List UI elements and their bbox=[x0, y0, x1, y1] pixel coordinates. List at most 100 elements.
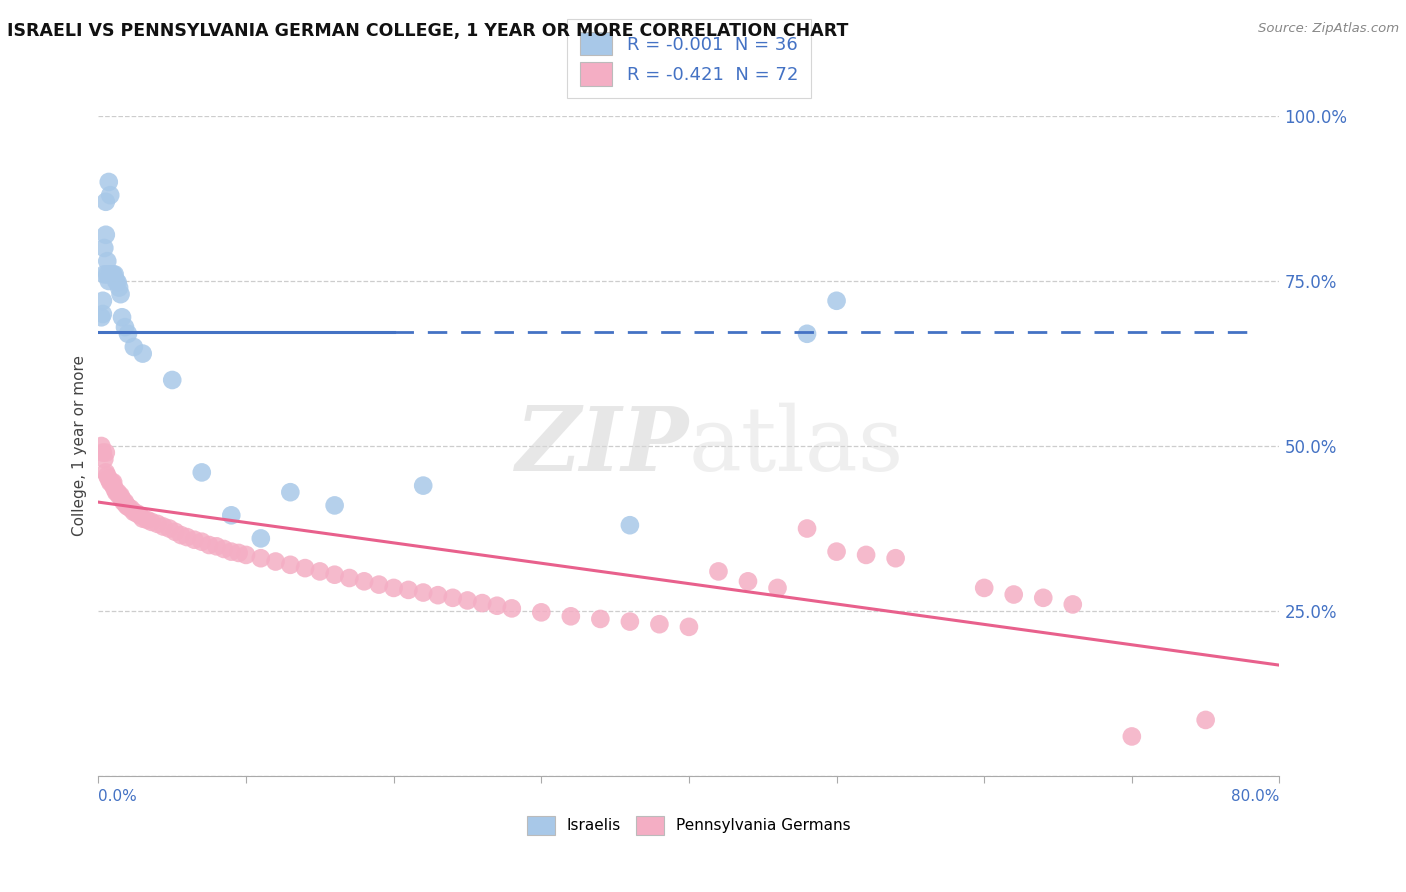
Point bbox=[100, 475, 122, 490]
Text: atlas: atlas bbox=[689, 402, 904, 490]
Text: ZIP: ZIP bbox=[516, 403, 689, 489]
Point bbox=[198, 538, 221, 552]
Legend: Israelis, Pennsylvania Germans: Israelis, Pennsylvania Germans bbox=[517, 806, 860, 845]
Point bbox=[94, 227, 117, 242]
Point bbox=[97, 274, 120, 288]
Point bbox=[183, 533, 205, 547]
Point bbox=[104, 482, 127, 496]
Point bbox=[589, 612, 612, 626]
Point bbox=[91, 293, 114, 308]
Point bbox=[98, 188, 121, 202]
Point bbox=[90, 310, 112, 325]
Point bbox=[170, 528, 193, 542]
Point bbox=[250, 532, 273, 546]
Point bbox=[111, 491, 134, 506]
Point bbox=[132, 511, 155, 525]
Point bbox=[97, 472, 120, 486]
Point bbox=[471, 596, 494, 610]
Point bbox=[122, 340, 145, 354]
Text: ISRAELI VS PENNSYLVANIA GERMAN COLLEGE, 1 YEAR OR MORE CORRELATION CHART: ISRAELI VS PENNSYLVANIA GERMAN COLLEGE, … bbox=[7, 22, 848, 40]
Point bbox=[105, 485, 128, 500]
Point bbox=[1062, 598, 1084, 612]
Point bbox=[91, 307, 114, 321]
Point bbox=[457, 593, 479, 607]
Point bbox=[90, 439, 112, 453]
Point bbox=[105, 274, 128, 288]
Point bbox=[619, 518, 641, 533]
Point bbox=[973, 581, 995, 595]
Point bbox=[98, 268, 121, 282]
Point bbox=[141, 515, 163, 529]
Point bbox=[110, 287, 132, 301]
Point bbox=[93, 241, 115, 255]
Point bbox=[678, 620, 700, 634]
Point bbox=[108, 280, 131, 294]
Point bbox=[427, 588, 450, 602]
Point bbox=[162, 373, 183, 387]
Y-axis label: College, 1 year or more: College, 1 year or more bbox=[72, 356, 87, 536]
Point bbox=[280, 485, 302, 500]
Point bbox=[235, 548, 257, 562]
Point bbox=[205, 539, 228, 553]
Point bbox=[412, 585, 434, 599]
Point bbox=[1032, 591, 1054, 605]
Point bbox=[97, 175, 120, 189]
Point bbox=[560, 609, 582, 624]
Point bbox=[146, 516, 169, 531]
Point bbox=[1121, 730, 1143, 744]
Point bbox=[264, 554, 287, 569]
Point bbox=[825, 293, 848, 308]
Point bbox=[103, 268, 125, 283]
Point bbox=[111, 310, 134, 325]
Point bbox=[191, 466, 214, 480]
Point bbox=[323, 567, 346, 582]
Point bbox=[441, 591, 464, 605]
Point bbox=[368, 577, 391, 591]
Text: 0.0%: 0.0% bbox=[98, 789, 138, 805]
Point bbox=[96, 254, 118, 268]
Point bbox=[191, 534, 214, 549]
Point bbox=[796, 521, 818, 535]
Point bbox=[91, 445, 114, 459]
Point bbox=[94, 445, 117, 459]
Point bbox=[112, 495, 135, 509]
Point bbox=[100, 268, 122, 282]
Point bbox=[165, 524, 187, 539]
Point bbox=[619, 615, 641, 629]
Point bbox=[98, 475, 121, 490]
Point bbox=[110, 489, 132, 503]
Point bbox=[136, 513, 159, 527]
Point bbox=[128, 508, 150, 523]
Point bbox=[1002, 588, 1025, 602]
Point bbox=[103, 478, 125, 492]
Point bbox=[486, 599, 509, 613]
Point bbox=[212, 541, 235, 556]
Point bbox=[884, 551, 907, 566]
Text: Source: ZipAtlas.com: Source: ZipAtlas.com bbox=[1258, 22, 1399, 36]
Point bbox=[221, 544, 243, 558]
Point bbox=[228, 546, 250, 560]
Point bbox=[280, 558, 302, 572]
Point bbox=[132, 346, 155, 360]
Point bbox=[93, 452, 115, 467]
Point bbox=[530, 605, 553, 619]
Point bbox=[94, 194, 117, 209]
Point bbox=[412, 478, 434, 492]
Text: 80.0%: 80.0% bbox=[1232, 789, 1279, 805]
Point bbox=[398, 582, 420, 597]
Point bbox=[294, 561, 316, 575]
Point bbox=[648, 617, 671, 632]
Point bbox=[122, 505, 145, 519]
Point bbox=[309, 565, 332, 579]
Point bbox=[766, 581, 789, 595]
Point bbox=[796, 326, 818, 341]
Point bbox=[221, 508, 243, 523]
Point bbox=[825, 544, 848, 558]
Point bbox=[157, 521, 180, 535]
Point bbox=[96, 268, 118, 282]
Point bbox=[152, 519, 174, 533]
Point bbox=[114, 495, 136, 509]
Point bbox=[104, 268, 127, 282]
Point bbox=[323, 499, 346, 513]
Point bbox=[107, 485, 129, 500]
